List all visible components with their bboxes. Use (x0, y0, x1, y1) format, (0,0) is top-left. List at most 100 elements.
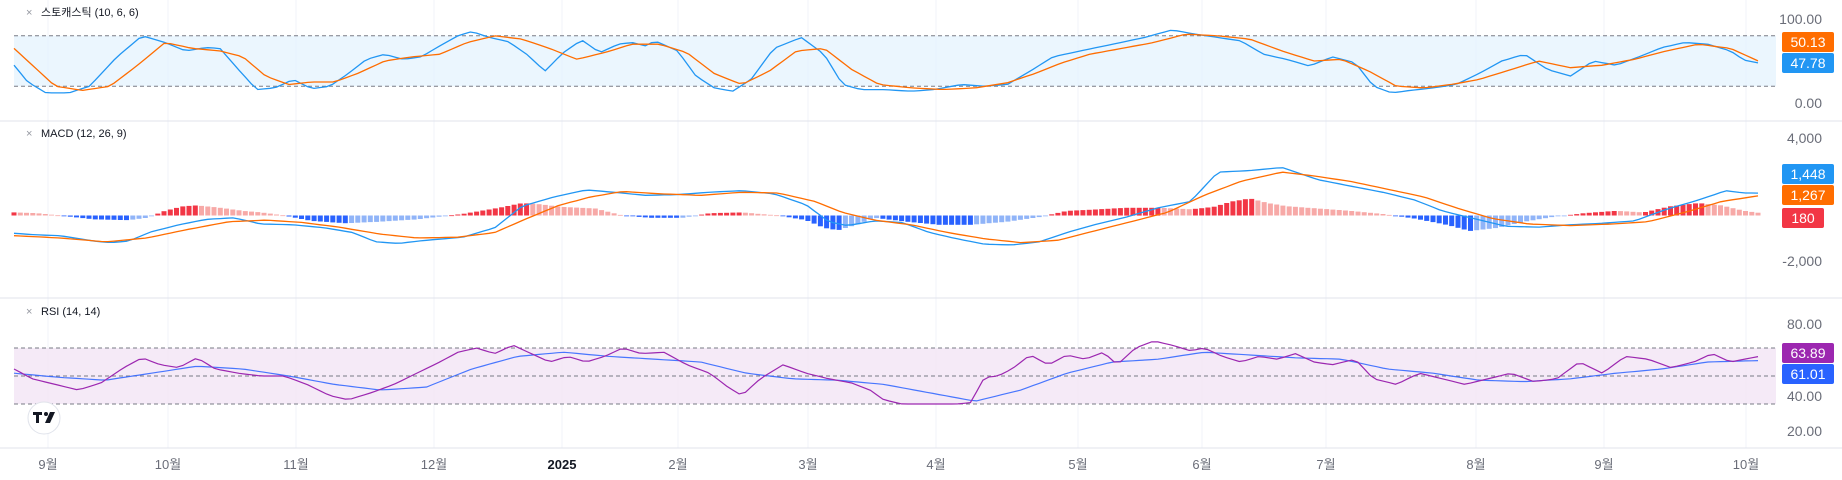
macd-histogram-bar (1149, 207, 1155, 216)
macd-histogram-bar (592, 208, 598, 216)
tradingview-logo-icon[interactable] (27, 401, 61, 435)
macd-histogram-bar (92, 215, 98, 220)
macd-histogram-bar (1224, 203, 1230, 216)
macd-histogram-bar (1724, 206, 1730, 216)
macd-histogram-bar (405, 215, 411, 220)
macd-histogram-bar (67, 215, 73, 217)
rsi-ma-badge: 61.01 (1782, 364, 1834, 384)
svg-text:61.01: 61.01 (1790, 366, 1825, 382)
macd-histogram-bar (399, 215, 405, 221)
macd-histogram-bar (1674, 205, 1680, 216)
macd-signal-badge: 1,267 (1782, 185, 1834, 205)
macd-histogram-bar (1186, 209, 1192, 216)
macd-histogram-bar (980, 215, 986, 224)
macd-line (13, 167, 1759, 246)
macd-histogram-bar (1342, 210, 1348, 216)
macd-histogram-bar (361, 215, 367, 223)
macd-histogram-bar (755, 213, 761, 216)
time-axis-label: 7월 (1316, 457, 1335, 472)
macd-histogram-bar (1680, 204, 1686, 216)
macd-histogram-bar (961, 215, 967, 225)
macd-histogram-bar (811, 215, 817, 224)
macd-histogram-bar (936, 215, 942, 225)
macd-histogram-bar (249, 211, 254, 216)
macd-histogram-bar (886, 215, 892, 220)
macd-histogram-bar (142, 215, 148, 218)
macd-histogram-bar (1092, 209, 1098, 216)
macd-histogram-bar (424, 215, 430, 219)
macd-histogram-bar (267, 213, 273, 216)
macd-histogram-bar (1061, 211, 1067, 216)
macd-histogram-bar (1461, 215, 1467, 230)
macd-histogram-bar (149, 215, 154, 217)
time-axis-label: 10월 (155, 457, 181, 472)
macd-histogram-bar (167, 209, 173, 216)
macd-histogram-bar (749, 213, 755, 216)
macd-histogram-bar (1561, 215, 1567, 217)
macd-histogram-bar (617, 214, 623, 216)
macd-histogram-bar (42, 214, 48, 216)
macd-histogram-bar (911, 215, 917, 223)
macd-histogram-bar (605, 211, 611, 216)
macd-histogram-bar (49, 214, 54, 216)
macd-histogram-bar (799, 215, 805, 220)
macd-histogram-bar (1705, 204, 1711, 216)
macd-histogram-bar (567, 207, 573, 216)
macd-histogram-bar (1530, 215, 1536, 221)
macd-histogram-bar (136, 215, 142, 219)
macd-histogram-bar (1368, 212, 1373, 216)
rsi-tick-20: 20.00 (1787, 423, 1822, 439)
macd-histogram-bar (680, 215, 686, 218)
macd-histogram-bar (1593, 212, 1598, 216)
macd-histogram-bar (1074, 210, 1080, 216)
time-axis[interactable]: 9월 10월 11월 12월 2025 2월 3월 4월 5월 6월 7월 8월 9월 10월 (38, 457, 1759, 472)
rsi-band (14, 348, 1776, 404)
macd-histogram-bar (1349, 211, 1355, 216)
macd-histogram-bar (1267, 203, 1273, 216)
macd-histogram-bar (1174, 208, 1180, 216)
macd-histogram-bar (1568, 214, 1573, 216)
macd-histogram-bar (1524, 215, 1530, 222)
time-axis-label: 4월 (926, 457, 945, 472)
rsi-tick-40: 40.00 (1787, 388, 1822, 404)
macd-histogram-bar (849, 215, 855, 227)
stochastic-tick-0: 0.00 (1795, 95, 1822, 111)
macd-histogram-bar (36, 213, 42, 216)
macd-histogram-bar (324, 215, 330, 222)
macd-histogram-bar (1624, 211, 1630, 216)
macd-histogram-bar (899, 215, 905, 222)
macd-histogram-bar (280, 215, 286, 217)
macd-histogram-bar (1424, 215, 1430, 221)
svg-text:1,448: 1,448 (1790, 166, 1825, 182)
macd-histogram-bar (1292, 206, 1298, 216)
macd-histogram-bar (511, 204, 517, 216)
macd-histogram-bar (1336, 210, 1342, 216)
macd-histogram-bar (286, 215, 292, 217)
macd-histogram-bar (1549, 215, 1555, 218)
macd-histogram-bar (1192, 208, 1198, 216)
macd-histogram-bar (986, 215, 992, 224)
macd-histogram-bar (130, 215, 136, 220)
macd-histogram-bar (836, 215, 842, 230)
macd-close-icon[interactable]: × (26, 128, 32, 140)
macd-histogram-bar (1124, 207, 1130, 216)
rsi-pane: × RSI (14, 14) 80.00 40.00 20.00 63.89 6… (13, 306, 1834, 439)
stochastic-close-icon[interactable]: × (26, 7, 32, 19)
macd-histogram-bar (111, 215, 117, 220)
macd-histogram-bar (1167, 208, 1173, 216)
macd-histogram-bar (1299, 207, 1305, 216)
macd-histogram-bar (1630, 211, 1636, 216)
macd-histogram-bar (11, 212, 17, 216)
macd-histogram-bar (455, 214, 461, 216)
macd-histogram-bar (1393, 215, 1398, 217)
rsi-close-icon[interactable]: × (26, 306, 32, 318)
macd-histogram-bar (686, 215, 692, 217)
time-axis-label: 11월 (283, 457, 308, 472)
macd-signal-line (13, 171, 1759, 244)
macd-badge: 1,448 (1782, 164, 1834, 184)
macd-histogram-bar (17, 212, 23, 216)
macd-histogram-bar (155, 213, 161, 216)
macd-histogram-bar (711, 213, 717, 216)
macd-histogram-bar (1405, 215, 1411, 218)
macd-histogram-bar (1005, 215, 1011, 222)
